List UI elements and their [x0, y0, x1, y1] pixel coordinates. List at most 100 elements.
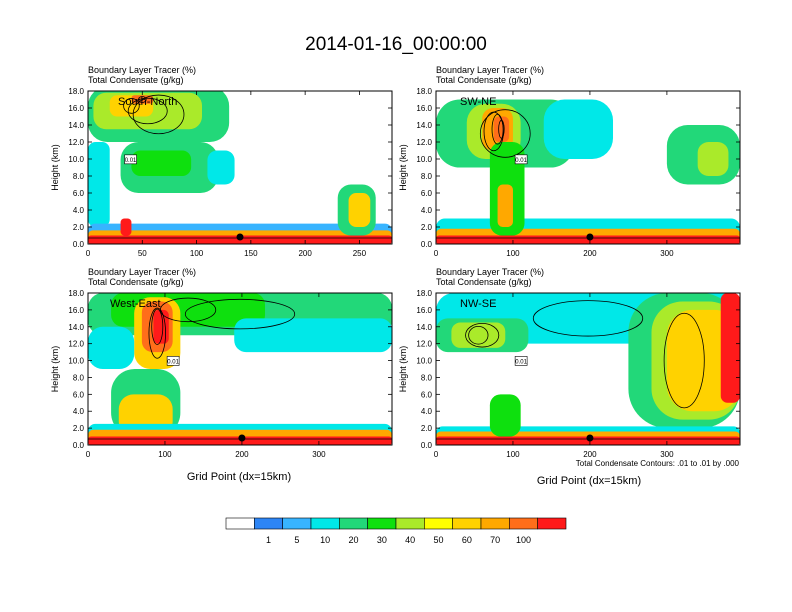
- x-tick-label: 300: [312, 450, 326, 459]
- y-tick-label: 6.0: [421, 189, 433, 198]
- x-tick-label: 300: [660, 450, 674, 459]
- y-tick-label: 12.0: [68, 340, 84, 349]
- y-tick-label: 6.0: [73, 189, 85, 198]
- filled-region: [697, 142, 729, 176]
- y-tick-label: 10.0: [416, 357, 432, 366]
- contour-line: [532, 300, 644, 337]
- colorbar-label: 1: [266, 535, 271, 545]
- y-axis-title: Height (km): [50, 144, 60, 191]
- panel-header-condensate: Total Condensate (g/kg): [88, 75, 184, 85]
- panel-header-tracer: Boundary Layer Tracer (%): [436, 65, 544, 75]
- colorbar-swatch: [509, 517, 538, 530]
- filled-region: [348, 193, 371, 227]
- y-tick-label: 10.0: [68, 155, 84, 164]
- colorbar-label: 50: [433, 535, 443, 545]
- panel-header-tracer: Boundary Layer Tracer (%): [88, 267, 196, 277]
- svg-text:0.01: 0.01: [125, 158, 137, 164]
- x-tick-label: 0: [434, 249, 439, 258]
- y-tick-label: 10.0: [68, 357, 84, 366]
- y-tick-label: 14.0: [68, 323, 84, 332]
- panel-header-condensate: Total Condensate (g/kg): [436, 75, 532, 85]
- colorbar: 1 5 10 20 30 40 50 60 70 100: [225, 517, 567, 545]
- filled-region: [543, 99, 614, 159]
- panel-label: West-East: [110, 298, 161, 310]
- contour-line: [184, 298, 296, 330]
- y-tick-label: 16.0: [68, 306, 84, 315]
- colorbar-swatch: [480, 517, 510, 530]
- colorbar-swatch: [254, 517, 283, 530]
- panel-header-tracer: Boundary Layer Tracer (%): [436, 267, 544, 277]
- x-axis-title-left: Grid Point (dx=15km): [187, 471, 291, 483]
- location-marker: [238, 434, 246, 442]
- colorbar-label: 40: [405, 535, 415, 545]
- y-tick-label: 8.0: [73, 172, 85, 181]
- filled-region: [497, 184, 513, 227]
- plot-frame: [435, 90, 741, 245]
- colorbar-swatch: [424, 517, 453, 530]
- x-tick-label: 250: [353, 249, 367, 258]
- y-tick-label: 2.0: [73, 424, 85, 433]
- y-axis-title: Height (km): [398, 144, 408, 191]
- y-tick-label: 18.0: [68, 289, 84, 298]
- panel-4: 0.01 NW-SE Boundary Layer Tracer (%)Total …: [398, 267, 741, 459]
- y-tick-label: 6.0: [421, 390, 433, 399]
- contour-line: [498, 119, 505, 139]
- plot-frame: [435, 292, 741, 446]
- contour-line: [148, 307, 166, 359]
- x-tick-label: 100: [158, 450, 172, 459]
- panels: 0.01 South-North Boundary Layer Tracer (%)…: [50, 65, 741, 459]
- location-marker: [236, 233, 244, 241]
- colorbar-swatch: [225, 517, 255, 530]
- contour-line: [151, 308, 164, 345]
- x-tick-label: 50: [138, 249, 147, 258]
- panel-header-condensate: Total Condensate (g/kg): [88, 277, 184, 287]
- y-tick-label: 4.0: [73, 206, 85, 215]
- y-tick-label: 0.0: [73, 240, 85, 249]
- x-tick-label: 0: [86, 450, 91, 459]
- svg-text:0.01: 0.01: [167, 359, 179, 365]
- y-tick-label: 8.0: [421, 373, 433, 382]
- plot-frame: [87, 90, 393, 245]
- contour-label: 0.01: [514, 154, 528, 165]
- y-tick-label: 2.0: [421, 223, 433, 232]
- y-tick-label: 16.0: [416, 104, 432, 113]
- contour-note: Total Condensate Contours: .01 to .01 by…: [576, 459, 740, 468]
- x-tick-label: 300: [660, 249, 674, 258]
- panel-header-condensate: Total Condensate (g/kg): [436, 277, 532, 287]
- y-tick-label: 0.0: [73, 441, 85, 450]
- colorbar-swatch: [537, 517, 567, 530]
- y-tick-label: 12.0: [68, 138, 84, 147]
- y-tick-label: 4.0: [73, 407, 85, 416]
- x-tick-label: 150: [244, 249, 258, 258]
- colorbar-label: 60: [462, 535, 472, 545]
- contour-line: [127, 97, 168, 125]
- y-tick-label: 18.0: [68, 87, 84, 96]
- y-tick-label: 12.0: [416, 138, 432, 147]
- colorbar-label: 70: [490, 535, 500, 545]
- y-axis-title: Height (km): [398, 346, 408, 393]
- colorbar-swatch: [395, 517, 425, 530]
- filled-region: [153, 309, 169, 344]
- colorbar-swatch: [310, 517, 340, 530]
- panel-1: 0.01 South-North Boundary Layer Tracer (%)…: [50, 65, 393, 258]
- contour-line: [468, 325, 489, 345]
- y-tick-label: 18.0: [416, 87, 432, 96]
- colorbar-label: 10: [320, 535, 330, 545]
- y-tick-label: 6.0: [73, 390, 85, 399]
- contour-label: 0.01: [124, 154, 137, 165]
- y-axis-title: Height (km): [50, 346, 60, 393]
- filled-region: [120, 218, 132, 236]
- y-tick-label: 2.0: [421, 424, 433, 433]
- filled-region: [88, 326, 135, 369]
- location-marker: [586, 434, 594, 442]
- panel-header-tracer: Boundary Layer Tracer (%): [88, 65, 196, 75]
- contour-line: [137, 96, 147, 103]
- y-tick-label: 16.0: [416, 306, 432, 315]
- figure-title: 2014-01-16_00:00:00: [305, 34, 487, 55]
- contour-line: [465, 322, 500, 348]
- colorbar-label: 20: [348, 535, 358, 545]
- filled-region: [88, 142, 110, 227]
- y-tick-label: 4.0: [421, 206, 433, 215]
- colorbar-swatch: [339, 517, 368, 530]
